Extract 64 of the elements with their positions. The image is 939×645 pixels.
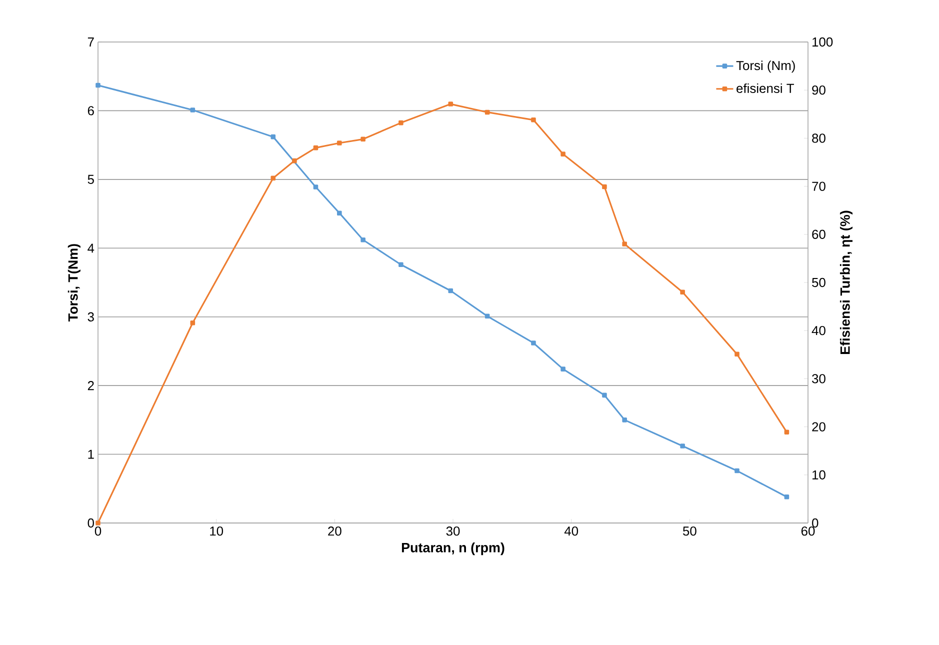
point — [680, 444, 685, 448]
point — [190, 320, 196, 326]
y2-tick-label: 80 — [812, 134, 826, 143]
y-tick-label: 6 — [88, 106, 94, 116]
y-tick-label: 1 — [88, 450, 94, 459]
point — [531, 340, 536, 346]
point — [784, 430, 790, 434]
x-tick-label: 30 — [446, 526, 460, 536]
x-tick-label: 10 — [210, 526, 224, 536]
point — [560, 152, 566, 156]
point — [531, 118, 536, 122]
y2-axis-title: Efisiensi Turbin, ηt (%) — [840, 210, 853, 354]
point — [292, 158, 297, 164]
x-tick-label: 40 — [564, 526, 578, 536]
y2-tick-label: 60 — [812, 230, 826, 239]
legend-label: efisiensi T — [736, 83, 794, 93]
point — [602, 184, 607, 190]
point — [448, 288, 454, 294]
x-tick-label: 0 — [94, 526, 102, 536]
x-tick-label: 50 — [682, 526, 696, 536]
point — [337, 210, 342, 216]
x-tick-label: 20 — [328, 526, 342, 536]
y2-tick-label: 20 — [812, 422, 826, 432]
y-tick-label: 4 — [88, 244, 94, 253]
y2-tick-label: 50 — [812, 278, 826, 288]
point — [313, 145, 318, 150]
point — [734, 352, 740, 357]
point — [484, 314, 490, 319]
point — [96, 520, 100, 526]
y-tick-label: 3 — [88, 312, 94, 322]
point — [398, 262, 404, 268]
point — [360, 238, 366, 242]
y2-tick-label: 70 — [812, 182, 826, 191]
point — [784, 494, 790, 500]
y2-tick-label: 90 — [812, 86, 826, 95]
legend-label: Torsi (Nm) — [736, 60, 795, 73]
point — [622, 418, 627, 422]
x-tick-label: 60 — [801, 526, 815, 536]
point — [360, 136, 366, 142]
point — [398, 120, 404, 126]
point — [622, 242, 627, 246]
y2-tick-label: 10 — [812, 470, 826, 480]
y-tick-label: 2 — [88, 381, 94, 390]
point — [560, 366, 566, 372]
point — [270, 134, 276, 140]
y2-tick-label: 100 — [812, 37, 833, 47]
point — [313, 184, 318, 190]
point — [734, 468, 740, 474]
point — [337, 140, 342, 146]
y-tick-label: 7 — [88, 38, 94, 46]
point — [190, 108, 196, 112]
y-tick-label: 0 — [88, 518, 94, 528]
point — [96, 82, 100, 88]
y-tick-label: 5 — [88, 174, 94, 184]
point — [602, 392, 607, 398]
point — [448, 102, 454, 106]
y-axis-title: Torsi, T(Nm) — [68, 244, 80, 322]
point — [484, 110, 490, 115]
y2-tick-label: 30 — [812, 374, 826, 384]
y2-tick-label: 0 — [812, 518, 818, 528]
x-axis-title: Putaran, n (rpm) — [402, 542, 504, 556]
point — [680, 290, 685, 295]
point — [270, 176, 276, 181]
y2-tick-label: 40 — [812, 326, 826, 336]
